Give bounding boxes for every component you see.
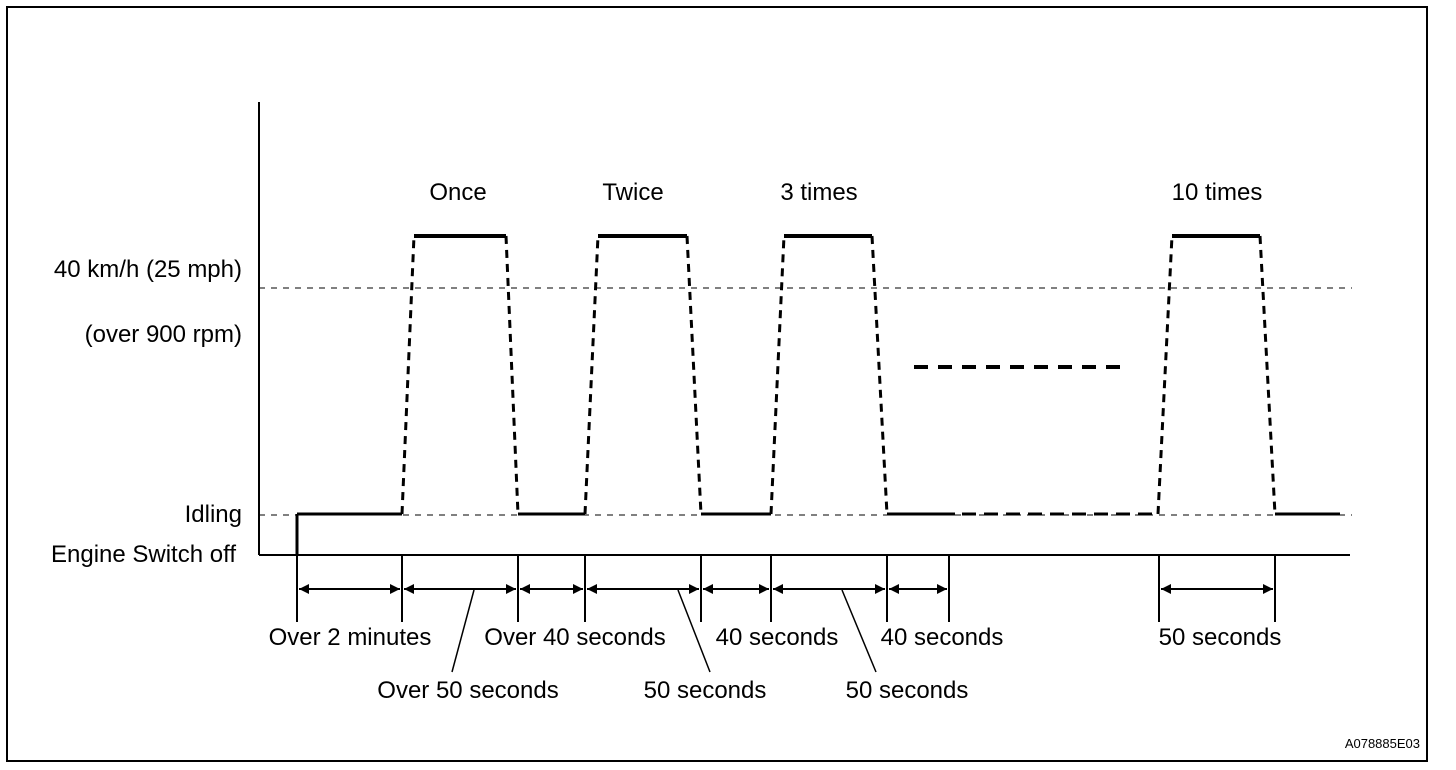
leader-50-seconds-1 (677, 589, 711, 673)
cycle-1-ramp-up (400, 235, 416, 515)
timing-ticks (296, 555, 1276, 622)
leader-50-seconds-2 (841, 589, 877, 673)
cycle-label-once: Once (429, 179, 486, 206)
cycle-1-ramp-down (504, 235, 520, 515)
cycle-label-10-times: 10 times (1172, 179, 1263, 206)
rpm-level-label: (over 900 rpm) (85, 321, 242, 348)
interval-label-50-seconds-right: 50 seconds (1159, 624, 1282, 651)
interval-label-40-seconds-2: 40 seconds (881, 624, 1004, 651)
cycle-10-ramp-down (1258, 235, 1277, 515)
interval-label-over-50-seconds: Over 50 seconds (377, 677, 558, 704)
cycle-3-ramp-down (870, 235, 889, 515)
interval-label-50-seconds-1: 50 seconds (644, 677, 767, 704)
engine-off-level-label: Engine Switch off (51, 541, 236, 568)
leader-over-50-seconds (451, 589, 475, 673)
diagram-frame (6, 6, 1428, 762)
leader-lines (451, 589, 877, 673)
figure-id: A078885E03 (1345, 736, 1420, 751)
cycle-2-ramp-down (685, 235, 703, 515)
speed-level-label: 40 km/h (25 mph) (54, 256, 242, 283)
cycle-2-ramp-up (583, 235, 600, 515)
cycle-label-twice: Twice (602, 179, 663, 206)
idling-level-label: Idling (185, 501, 242, 528)
interval-label-over-2-minutes: Over 2 minutes (269, 624, 432, 651)
cycle-3-ramp-up (769, 235, 786, 515)
cycle-label-3-times: 3 times (780, 179, 857, 206)
interval-label-50-seconds-2: 50 seconds (846, 677, 969, 704)
interval-label-40-seconds-1: 40 seconds (716, 624, 839, 651)
cycle-10-ramp-up (1156, 235, 1174, 515)
interval-label-over-40-seconds: Over 40 seconds (484, 624, 665, 651)
